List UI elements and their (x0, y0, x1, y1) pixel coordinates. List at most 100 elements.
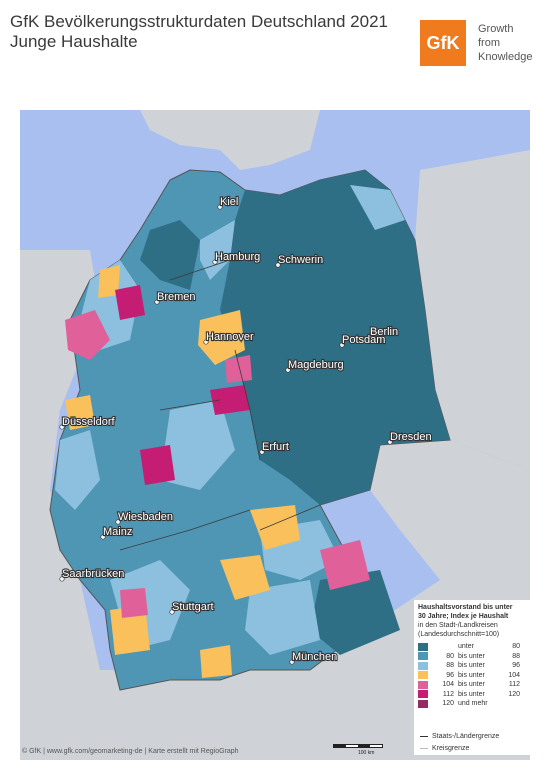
pink-zone-hesse (140, 445, 175, 485)
legend-swatch (418, 661, 428, 670)
legend-class-row: 112 bis unter 120 (418, 690, 544, 699)
pink-zone-bavaria-east (320, 540, 370, 590)
footer-credits: © GfK | www.gfk.com/geomarketing-de | Ka… (22, 748, 239, 755)
yellow-zone-north (98, 265, 120, 298)
light-zone-west (55, 430, 100, 510)
yellow-zone-west (65, 395, 95, 430)
legend-class-connector: unter (458, 643, 474, 650)
yellow-zone-franconia (250, 505, 300, 550)
tagline: Growth from Knowledge (478, 22, 532, 64)
yellow-zone-bavaria (220, 555, 270, 600)
legend-swatch (418, 642, 428, 651)
legend-class-row: 80 bis unter 88 (418, 652, 544, 661)
legend-subtitle-2: (Landesdurchschnitt=100) (418, 631, 500, 638)
district-border-swatch (420, 747, 428, 749)
city-dot (259, 449, 265, 455)
city-dot (59, 576, 65, 582)
germany-map: Kiel Hamburg Schwerin Bremen Hannover BerlinP… (20, 110, 530, 760)
city-label: Dresden (390, 431, 432, 443)
legend-state-border: Staats-/Ländergrenze (420, 733, 499, 740)
state-border (119, 259, 321, 551)
legend-class-row: 104 bis unter 112 (418, 680, 544, 689)
legend-class-high: 96 (512, 662, 520, 669)
city-label: Wiesbaden (118, 511, 173, 523)
legend-swatch (418, 671, 428, 679)
yellow-zone-augsburg (200, 645, 232, 678)
city-label: Düsseldorf (62, 416, 116, 428)
city-label: Stuttgart (172, 601, 214, 613)
legend-class-low: 96 (446, 671, 454, 679)
legend-class-connector: bis unter (458, 662, 485, 669)
city-dot (100, 534, 106, 540)
pink-zone-hannover-south (225, 355, 252, 383)
map-title: GfK Bevölkerungsstrukturdaten Deutschlan… (10, 12, 388, 52)
legend-class-high: 88 (512, 652, 520, 660)
tagline-line-2: from (478, 37, 500, 49)
city-dot (115, 519, 121, 525)
north-dark-region (140, 220, 200, 290)
scale-bar (333, 744, 383, 748)
legend: Haushaltsvorstand bis unter 30 Jahre; In… (414, 600, 548, 755)
city-label: München (292, 651, 337, 663)
legend-swatch (418, 652, 428, 660)
legend-class-connector: bis unter (458, 652, 485, 660)
legend-class-row: 96 bis unter 104 (418, 671, 544, 680)
legend-title-2: 30 Jahre; Index je Haushalt (418, 613, 509, 620)
legend-class-low: 120 (442, 700, 454, 707)
title-line-1: GfK Bevölkerungsstrukturdaten Deutschlan… (10, 12, 389, 31)
city-label: Mainz (103, 526, 132, 538)
yellow-zone-hannover (198, 310, 245, 365)
legend-class-low: 80 (446, 652, 454, 660)
legend-class-row: 88 bis unter 96 (418, 661, 544, 670)
legend-swatch (418, 680, 428, 689)
city-dot (275, 262, 281, 268)
map-canvas: Kiel Hamburg Schwerin Bremen Hannover Berlin P… (20, 110, 530, 760)
light-zone-bavaria (245, 580, 320, 655)
legend-class-row: 120 und mehr (418, 699, 544, 708)
legend-swatch (418, 690, 428, 698)
east-germany-region (220, 170, 450, 505)
city-label: Magdeburg (288, 359, 344, 371)
poland-region (415, 150, 530, 470)
city-dot (203, 339, 209, 345)
title-line-2: Junge Haushalte (10, 32, 138, 51)
city-dot (387, 439, 393, 445)
light-zone-nw (200, 220, 235, 280)
legend-class-high: 80 (512, 643, 520, 650)
legend-class-high: 112 (508, 681, 520, 688)
legend-class-low: 104 (442, 681, 454, 688)
city-label: Hannover (206, 331, 254, 343)
legend-class-connector: bis unter (458, 671, 485, 679)
pink-zone-west (65, 310, 110, 360)
legend-class-connector: bis unter (458, 681, 485, 688)
city-label: Schwerin (278, 254, 323, 266)
light-zone-east-coast (350, 185, 405, 230)
light-zone-hesse (160, 400, 235, 490)
tagline-line-3: Knowledge (478, 51, 533, 63)
pink-zone-goettingen (210, 385, 250, 415)
state-border-swatch (420, 735, 428, 737)
city-label: Potsdam (342, 334, 385, 346)
city-dot (339, 342, 345, 348)
city-label: Saarbrücken (62, 568, 124, 580)
state-border-label: Staats-/Ländergrenze (432, 733, 500, 740)
czech-region (370, 440, 530, 580)
city-label: Berlin (370, 326, 398, 338)
legend-district-border: Kreisgrenze (420, 745, 469, 752)
legend-classes: unter 80 80 bis unter 88 88 bis unter 96 96 bis u… (418, 642, 544, 708)
switzerland-region (100, 670, 220, 760)
city-dot (289, 659, 295, 665)
west-neighbours-region (20, 250, 130, 760)
denmark-region (140, 110, 320, 170)
legend-subtitle-1: in den Stadt-/Landkreisen (418, 622, 498, 629)
city-label: Kiel (220, 196, 238, 208)
city-dot (367, 334, 373, 340)
city-dot (59, 424, 65, 430)
legend-class-low: 112 (442, 690, 454, 698)
city-dot (212, 259, 218, 265)
legend-swatch (418, 699, 428, 708)
city-dot (169, 609, 175, 615)
legend-class-connector: und mehr (458, 700, 488, 707)
pink-zone-bw (120, 588, 148, 618)
city-dot (285, 367, 291, 373)
